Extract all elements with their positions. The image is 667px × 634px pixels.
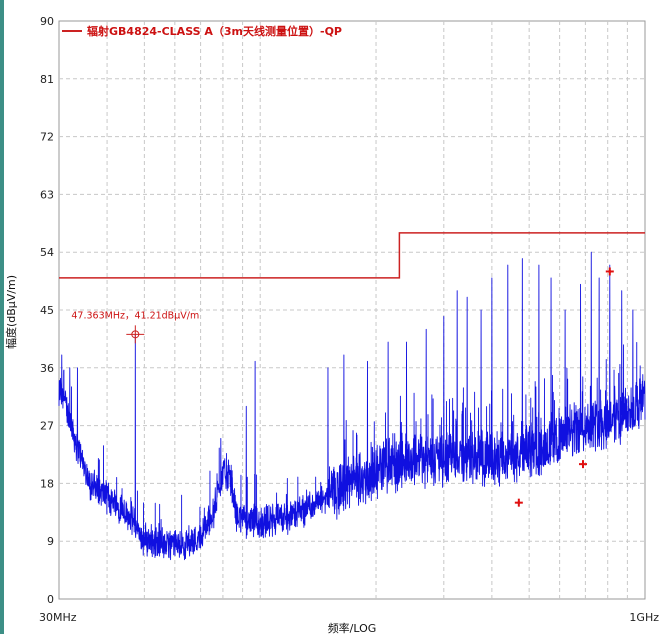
qp-point [605,267,614,276]
y-tick-label: 9 [47,535,54,548]
qp-points [514,267,614,507]
x-tick-label: 1GHz [629,611,659,624]
y-tick-label: 81 [40,73,54,86]
qp-marker-dot [581,462,585,466]
measurement-trace [58,251,646,561]
y-tick-label: 90 [40,15,54,28]
y-tick-label: 36 [40,362,54,375]
window-edge [0,0,4,634]
plot-area [58,20,646,600]
qp-point [578,460,587,469]
qp-point [514,498,523,507]
limit-line [59,232,645,279]
y-tick-label: 45 [40,304,54,317]
x-tick-label: 30MHz [39,611,77,624]
qp-marker-dot [608,269,612,273]
legend-entry: 辐射GB4824-CLASS A（3m天线测量位置）-QP [87,24,342,38]
qp-marker-dot [517,501,521,505]
x-axis-label: 频率/LOG [328,621,377,634]
legend: 辐射GB4824-CLASS A（3m天线测量位置）-QP [62,24,342,38]
y-tick-label: 18 [40,477,54,490]
measurement-line [58,251,646,561]
y-tick-label: 63 [40,188,54,201]
y-tick-label: 54 [40,246,54,259]
y-tick-label: 72 [40,131,54,144]
peak-annotation: 47.363MHz，41.21dBμV/m [71,310,199,321]
peak-marker-circle [131,330,140,339]
limit-line-path [59,232,645,279]
y-axis-label: 幅度(dBμV/m) [4,275,18,349]
y-axis-ticks: 0 9 18 27 36 45 54 63 72 81 90 [40,15,54,606]
peak-annotation-group: 47.363MHz，41.21dBμV/m [71,310,199,344]
x-axis-ticks: 30MHz 1GHz [39,611,659,624]
y-tick-label: 0 [47,593,54,606]
y-tick-label: 27 [40,420,54,433]
